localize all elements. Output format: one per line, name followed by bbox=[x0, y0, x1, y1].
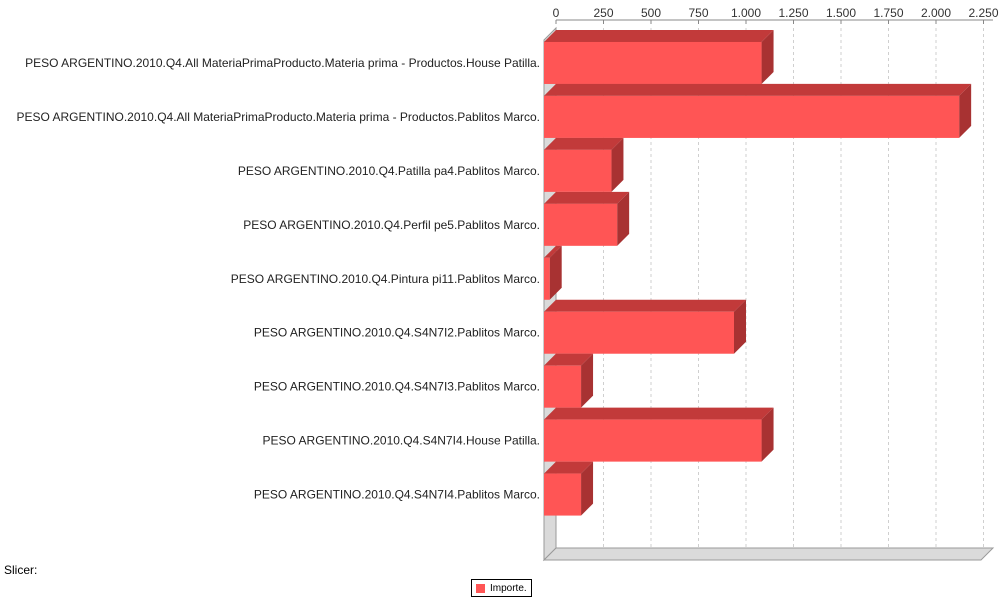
category-label: PESO ARGENTINO.2010.Q4.S4N7I3.Pablitos M… bbox=[254, 380, 540, 394]
bar bbox=[544, 191, 630, 246]
bar-top bbox=[544, 83, 972, 96]
bar bbox=[544, 461, 594, 516]
bar-top bbox=[544, 461, 594, 474]
tick-label: 1.500 bbox=[826, 6, 856, 20]
bar-front bbox=[544, 149, 612, 192]
bar-top bbox=[544, 245, 562, 258]
bar-front bbox=[544, 95, 960, 138]
value-axis: 0 250 500 750 1.000 1.250 1.500 1.750 2.000 2.250 bbox=[553, 6, 999, 24]
plot-floor bbox=[542, 547, 995, 561]
bar-top bbox=[544, 299, 746, 312]
tick-label: 750 bbox=[688, 6, 708, 20]
bar-side bbox=[761, 407, 774, 462]
bar-front bbox=[544, 365, 582, 408]
tick-label: 2.000 bbox=[921, 6, 951, 20]
legend-swatch bbox=[476, 583, 485, 593]
bar-side bbox=[611, 137, 624, 192]
bar-front bbox=[544, 419, 762, 462]
bars bbox=[544, 29, 972, 516]
tick-label: 500 bbox=[641, 6, 661, 20]
bar-side bbox=[549, 245, 562, 300]
bar-top bbox=[544, 353, 594, 366]
bar bbox=[544, 407, 774, 462]
tick-label: 250 bbox=[593, 6, 613, 20]
bar-top bbox=[544, 191, 630, 204]
tick-label: 1.250 bbox=[778, 6, 808, 20]
legend: Importe. bbox=[471, 579, 532, 597]
category-label: PESO ARGENTINO.2010.Q4.Pintura pi11.Pabl… bbox=[231, 272, 540, 286]
bar-front bbox=[544, 473, 582, 516]
bar bbox=[544, 137, 624, 192]
tick-label: 1.000 bbox=[731, 6, 761, 20]
category-label: PESO ARGENTINO.2010.Q4.All MateriaPrimaP… bbox=[16, 110, 540, 124]
bar-side bbox=[581, 353, 594, 408]
category-label: PESO ARGENTINO.2010.Q4.S4N7I2.Pablitos M… bbox=[254, 326, 540, 340]
category-label: PESO ARGENTINO.2010.Q4.S4N7I4.House Pati… bbox=[263, 434, 540, 448]
bar-front bbox=[544, 257, 550, 300]
category-labels: PESO ARGENTINO.2010.Q4.All MateriaPrimaP… bbox=[16, 56, 540, 502]
tick-label: 1.750 bbox=[873, 6, 903, 20]
bar-side bbox=[617, 191, 630, 246]
bar-side bbox=[734, 299, 746, 354]
bar-top bbox=[544, 407, 774, 420]
tick-label: 2.250 bbox=[968, 6, 998, 20]
bar-side bbox=[581, 461, 594, 516]
category-label: PESO ARGENTINO.2010.Q4.S4N7I4.Pablitos M… bbox=[254, 488, 540, 502]
bar-top bbox=[544, 29, 774, 42]
bar bbox=[544, 83, 972, 138]
bar-front bbox=[544, 203, 618, 246]
category-label: PESO ARGENTINO.2010.Q4.All MateriaPrimaP… bbox=[25, 56, 540, 70]
legend-label: Importe. bbox=[490, 582, 527, 594]
bar-side bbox=[761, 29, 774, 84]
bar-top bbox=[544, 137, 624, 150]
bar-front bbox=[544, 311, 734, 354]
bar-side bbox=[959, 83, 972, 138]
bar bbox=[544, 353, 594, 408]
tick-label: 0 bbox=[553, 6, 560, 20]
slicer-label: Slicer: bbox=[4, 563, 38, 577]
bar bbox=[544, 299, 746, 354]
bar bbox=[544, 29, 774, 84]
bar bbox=[544, 245, 562, 300]
category-label: PESO ARGENTINO.2010.Q4.Perfil pe5.Pablit… bbox=[243, 218, 540, 232]
category-label: PESO ARGENTINO.2010.Q4.Patilla pa4.Pabli… bbox=[238, 164, 540, 178]
bar-front bbox=[544, 41, 762, 84]
